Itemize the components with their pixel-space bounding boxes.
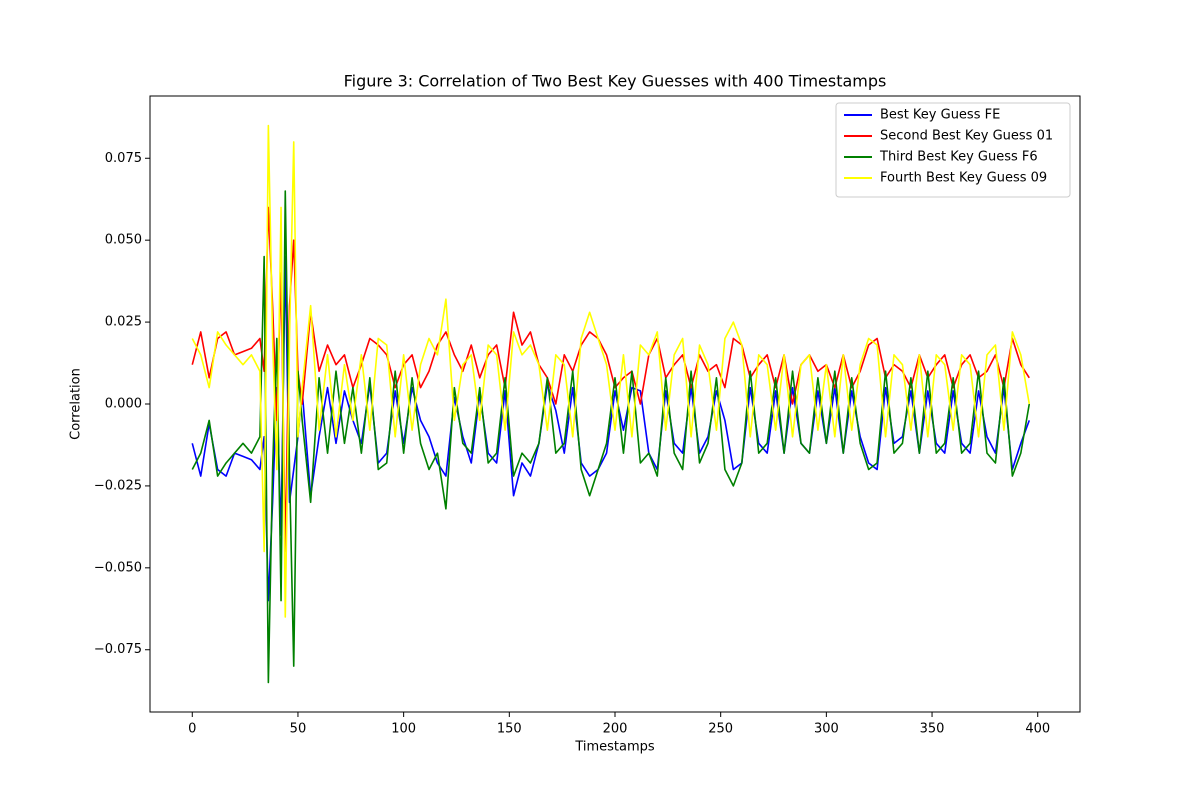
series-line [191,190,1031,684]
plot-frame [149,95,1081,713]
x-tick-label: 200 [603,722,628,737]
x-tick-label: 250 [708,722,733,737]
y-tick-label: 0.000 [105,397,142,412]
legend-box [835,102,1071,198]
x-tick-label: 150 [497,722,522,737]
y-tick-label: −0.075 [94,642,142,657]
x-tick-label: 300 [814,722,839,737]
x-tick-label: 0 [188,722,196,737]
y-tick-label: 0.050 [105,233,142,248]
x-tick-label: 350 [920,722,945,737]
x-tick-label: 100 [391,722,416,737]
x-axis-label: Timestamps [574,740,655,755]
x-tick-label: 400 [1025,722,1050,737]
y-tick-label: −0.025 [94,478,142,493]
legend-label: Best Key Guess FE [880,108,1000,123]
x-tick-label: 50 [290,722,307,737]
legend-label: Second Best Key Guess 01 [880,129,1053,144]
legend: Best Key Guess FE Second Best Key Guess 0… [835,102,1071,198]
y-tick-label: 0.025 [105,315,142,330]
legend-label: Third Best Key Guess F6 [879,150,1038,165]
y-axis-label: Correlation [69,368,84,440]
y-tick-label: −0.050 [94,560,142,575]
chart-title: Figure 3: Correlation of Two Best Key Gu… [344,72,887,91]
series-line [191,124,1031,618]
legend-label: Fourth Best Key Guess 09 [880,171,1047,186]
y-tick-label: 0.075 [105,151,142,166]
